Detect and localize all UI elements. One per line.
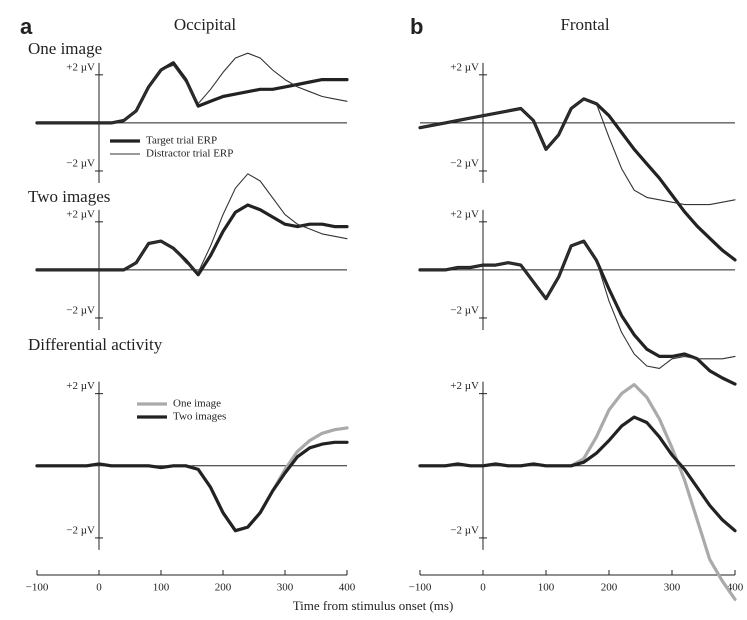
series-line <box>35 440 349 533</box>
y-tick-label: +2 µV <box>66 380 95 392</box>
x-tick-label: 0 <box>96 582 102 594</box>
series-line <box>419 240 736 369</box>
x-tick-label: 400 <box>339 582 356 594</box>
row-title: Differential activity <box>28 335 163 354</box>
series-line <box>419 98 736 206</box>
y-tick-label: −2 µV <box>66 304 95 316</box>
row-title: Two images <box>28 187 110 206</box>
x-tick-label: −100 <box>26 582 49 594</box>
x-tick-label: 400 <box>727 582 744 594</box>
series-line <box>36 173 348 273</box>
x-tick-label: −100 <box>409 582 432 594</box>
legend-label: Two images <box>173 411 226 423</box>
y-tick-label: +2 µV <box>450 61 479 73</box>
x-tick-label: 100 <box>538 582 555 594</box>
column-title: Frontal <box>560 15 609 34</box>
series-line <box>36 52 348 124</box>
legend-label: One image <box>173 398 221 410</box>
y-tick-label: +2 µV <box>450 380 479 392</box>
y-tick-label: +2 µV <box>66 208 95 220</box>
panel-letter: b <box>410 14 423 39</box>
series-line <box>418 383 737 601</box>
y-tick-label: −2 µV <box>450 157 479 169</box>
x-tick-label: 0 <box>480 582 486 594</box>
x-tick-label: 300 <box>277 582 294 594</box>
y-tick-label: −2 µV <box>450 304 479 316</box>
y-tick-label: −2 µV <box>66 157 95 169</box>
y-tick-label: −2 µV <box>450 524 479 536</box>
x-tick-label: 100 <box>153 582 170 594</box>
y-tick-label: +2 µV <box>66 61 95 73</box>
series-line <box>35 426 349 533</box>
y-tick-label: +2 µV <box>450 208 479 220</box>
series-line <box>418 415 737 533</box>
panel-letter: a <box>20 14 33 39</box>
x-tick-label: 200 <box>601 582 618 594</box>
legend-label: Distractor trial ERP <box>146 148 233 160</box>
legend-label: Target trial ERP <box>146 135 217 147</box>
row-title: One image <box>28 39 102 58</box>
x-tick-label: 200 <box>215 582 232 594</box>
x-axis-label: Time from stimulus onset (ms) <box>293 598 454 613</box>
column-title: Occipital <box>174 15 237 34</box>
y-tick-label: −2 µV <box>66 524 95 536</box>
x-tick-label: 300 <box>664 582 681 594</box>
